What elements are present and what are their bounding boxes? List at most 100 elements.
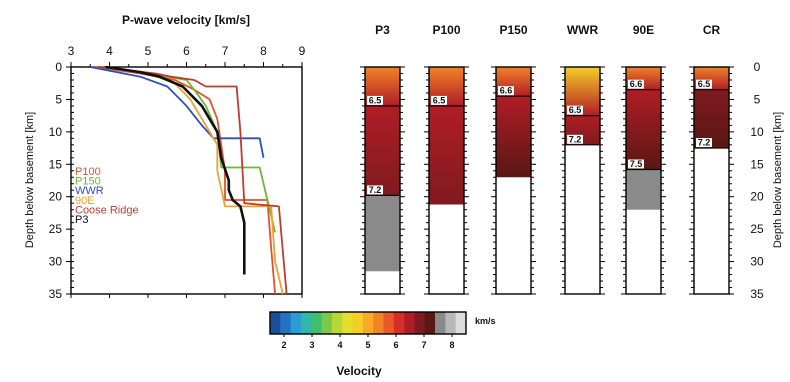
- y-tick-label: 15: [49, 157, 63, 171]
- boundary-label: 6.5: [698, 79, 711, 89]
- boundary-label-bg: [431, 95, 447, 105]
- colorbar-cell: [331, 312, 343, 334]
- colorbar-ticks: 2 3 4 5 6 7 8: [281, 334, 455, 350]
- right-y-tick-label: 0: [754, 60, 761, 74]
- boundary-label: 6.5: [433, 95, 446, 105]
- colorbar-cell: [393, 312, 405, 334]
- x-tick-label: 4: [106, 44, 113, 58]
- colorbar-cell: [342, 312, 353, 334]
- colorbar-tick-label: 5: [365, 340, 370, 350]
- column-frame: [495, 66, 532, 295]
- boundary-label-bg: [628, 159, 644, 169]
- colorbar: 2 3 4 5 6 7 8 km/s Velocity: [269, 311, 496, 378]
- boundary-label-bg: [567, 134, 583, 144]
- x-tick-label: 9: [299, 44, 306, 58]
- colorbar-cell: [455, 312, 467, 334]
- y-tick-label: 25: [49, 222, 63, 236]
- velocity-profile-panel: P-wave velocity [km/s] Depth below basem…: [24, 13, 306, 301]
- velocity-layer: [496, 96, 531, 178]
- colorbar-cell: [280, 312, 291, 334]
- boundary-label: 7.2: [569, 134, 582, 144]
- y-tick-label: 35: [49, 287, 63, 301]
- colorbar-tick-label: 7: [421, 340, 426, 350]
- boundary-label-bg: [696, 79, 712, 89]
- right-y-tick-label: 5: [754, 92, 761, 106]
- x-tick-label: 6: [183, 44, 190, 58]
- legend-entry: 90E: [75, 195, 95, 207]
- x-tick-label: 7: [222, 44, 229, 58]
- colorbar-cell: [321, 312, 333, 334]
- colorbar-cell: [373, 312, 384, 334]
- colorbar-cell: [270, 312, 281, 334]
- colorbar-label: Velocity: [336, 364, 382, 378]
- colorbar-unit: km/s: [475, 316, 496, 326]
- colorbar-cell: [311, 312, 322, 334]
- y-tick-label: 20: [49, 190, 63, 204]
- column-p3: P3 6.5 7.2: [360, 23, 405, 295]
- y-tick-label: 30: [49, 255, 63, 269]
- column-frame: [428, 66, 465, 295]
- velocity-layer: [365, 195, 400, 272]
- plot-border: [70, 66, 303, 295]
- y-tick-label: 10: [49, 125, 63, 139]
- boundary-label: 7.2: [698, 138, 711, 148]
- boundary-label: 6.6: [500, 86, 513, 96]
- series-line-p3: [105, 65, 246, 275]
- colorbar-tick-label: 2: [281, 340, 286, 350]
- column-title: CR: [703, 23, 721, 37]
- series-lines: [90, 65, 288, 295]
- series-line-p100: [93, 66, 276, 295]
- boundary-label-bg: [628, 79, 644, 89]
- y-tick-label: 5: [55, 92, 62, 106]
- column-wwr: WWR 6.5 7.2: [560, 23, 605, 295]
- right-y-axis-label: Depth below basement [km]: [772, 112, 784, 248]
- boundary-label-bg: [367, 95, 383, 105]
- colorbar-tick-label: 6: [393, 340, 398, 350]
- colorbar-cell: [290, 312, 302, 334]
- column-p100: P100 6.5: [424, 23, 469, 295]
- colorbar-cell: [435, 312, 446, 334]
- boundary-label: 6.5: [369, 95, 382, 105]
- velocity-layer: [365, 105, 400, 196]
- legend-entry: Coose Ridge: [75, 204, 139, 216]
- plot-frame: [70, 66, 303, 295]
- series-line-coose-ridge: [97, 66, 288, 295]
- right-y-tick-label: 30: [750, 255, 764, 269]
- column-title: P3: [375, 23, 390, 37]
- column-frame: [625, 66, 662, 295]
- x-axis-ticks: 3 4 5 6 7 8 9: [68, 44, 306, 298]
- legend-entry: WWR: [75, 185, 104, 197]
- column-title: WWR: [567, 23, 599, 37]
- colorbar-tick-label: 8: [449, 340, 454, 350]
- colorbar-cell: [352, 312, 364, 334]
- boundary-label-bg: [696, 138, 712, 148]
- colorbar-cell: [445, 312, 456, 334]
- column-title: P150: [499, 23, 527, 37]
- x-tick-label: 8: [260, 44, 267, 58]
- x-tick-label: 5: [145, 44, 152, 58]
- right-y-axis-ticks: 0 5 10 15 20 25 30 35: [750, 60, 764, 301]
- boundary-label-bg: [367, 185, 383, 195]
- y-tick-label: 0: [55, 60, 62, 74]
- y-axis-ticks: 0 5 10 15 20 25 30 35: [49, 60, 74, 301]
- colorbar-cell: [300, 312, 312, 334]
- boundary-label: 7.2: [369, 185, 382, 195]
- column-frame: [564, 66, 601, 295]
- column-cr: CR 6.5 7.2: [689, 23, 734, 295]
- velocity-columns-panel: P3 6.5 7.2 P100 6.5 P150 6.6 WWR 6.5 7.2 90E 6.6 7.5…: [360, 23, 784, 301]
- boundary-label: 6.5: [569, 105, 582, 115]
- boundary-label: 6.6: [630, 79, 643, 89]
- right-y-tick-label: 20: [750, 190, 764, 204]
- x-tick-label: 3: [68, 44, 75, 58]
- legend-entry: P100: [75, 166, 101, 178]
- column-p150: P150 6.6: [491, 23, 536, 295]
- column-frame: [693, 66, 730, 295]
- colorbar-tick-label: 3: [309, 340, 314, 350]
- legend-entry: P150: [75, 176, 101, 188]
- colorbar-cell: [424, 312, 436, 334]
- y-axis-label: Depth below basement [km]: [24, 112, 36, 248]
- boundary-label-bg: [498, 86, 514, 96]
- velocity-layer: [626, 169, 661, 210]
